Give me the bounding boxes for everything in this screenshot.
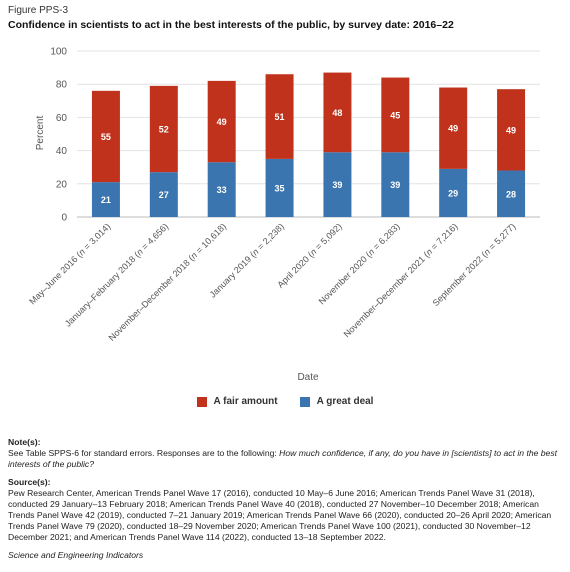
figure-label: Figure PPS-3	[8, 5, 69, 16]
y-tick-label: 80	[56, 80, 68, 91]
legend-swatch-great-deal	[299, 396, 310, 407]
data-label: 49	[217, 117, 227, 127]
bar-a-fair-amount[interactable]	[91, 90, 120, 183]
data-label: 45	[390, 110, 400, 120]
stacked-bar-chart: 0 20 40 60 80 100 21 55 27 52 33 49 35 51 39 48 39 45 29 4…	[27, 47, 540, 383]
notes-header: Note(s):	[8, 437, 41, 447]
chart-title: Confidence in scientists to act in the b…	[8, 19, 454, 31]
y-tick-label: 0	[61, 213, 67, 224]
x-tick-label: January–February 2018 (n = 4,656)	[63, 221, 170, 328]
data-label: 49	[506, 125, 516, 135]
bar-a-fair-amount[interactable]	[207, 80, 236, 163]
data-label: 48	[332, 108, 342, 118]
x-axis-label: Date	[297, 372, 319, 383]
footer-credit: Science and Engineering Indicators	[8, 550, 144, 560]
bar-a-fair-amount[interactable]	[497, 89, 526, 171]
bar-a-fair-amount[interactable]	[439, 87, 468, 169]
legend-label-fair-amount: A fair amount	[213, 396, 278, 407]
data-label: 33	[217, 185, 227, 195]
bar-a-fair-amount[interactable]	[323, 72, 352, 153]
y-tick-label: 100	[50, 47, 67, 58]
data-label: 21	[101, 195, 111, 205]
legend-item-great-deal[interactable]: A great deal	[299, 396, 374, 407]
bar-a-great-deal[interactable]	[439, 168, 468, 217]
data-label: 55	[101, 132, 111, 142]
bar-a-great-deal[interactable]	[323, 152, 352, 217]
legend-label-great-deal: A great deal	[316, 396, 374, 407]
notes-section: Note(s): See Table SPPS-6 for standard e…	[8, 437, 560, 561]
data-label: 51	[275, 112, 285, 122]
y-tick-label: 40	[56, 146, 68, 157]
y-tick-label: 20	[56, 179, 68, 190]
bar-a-great-deal[interactable]	[265, 158, 294, 217]
bar-a-great-deal[interactable]	[207, 162, 236, 217]
data-label: 28	[506, 189, 516, 199]
bar-a-fair-amount[interactable]	[265, 74, 294, 159]
y-axis-ticks: 0 20 40 60 80 100	[50, 47, 67, 224]
notes-text: See Table SPPS-6 for standard errors. Re…	[8, 448, 558, 469]
legend-swatch-fair-amount	[196, 396, 207, 407]
bar-a-great-deal[interactable]	[149, 172, 178, 217]
bar-a-great-deal[interactable]	[497, 170, 526, 217]
bar-a-fair-amount[interactable]	[381, 77, 410, 153]
bar-a-great-deal[interactable]	[381, 152, 410, 217]
legend: A fair amount A great deal	[0, 396, 570, 407]
data-label: 35	[275, 183, 285, 193]
data-label: 39	[332, 180, 342, 190]
data-label: 29	[448, 188, 458, 198]
x-tick-label: November–December 2018 (n = 10,618)	[107, 221, 229, 343]
y-tick-label: 60	[56, 113, 68, 124]
data-label: 39	[390, 180, 400, 190]
x-tick-label: April 2020 (n = 5,092)	[275, 221, 343, 289]
sources-header: Source(s):	[8, 477, 51, 487]
data-label: 49	[448, 124, 458, 134]
data-label: 27	[159, 190, 169, 200]
sources-text: Pew Research Center, American Trends Pan…	[8, 488, 552, 542]
x-tick-label: November–December 2021 (n = 7,216)	[342, 221, 460, 339]
bar-a-fair-amount[interactable]	[149, 85, 178, 173]
legend-item-fair-amount[interactable]: A fair amount	[196, 396, 278, 407]
data-label: 52	[159, 125, 169, 135]
bar-a-great-deal[interactable]	[91, 182, 120, 217]
bars: 21 55 27 52 33 49 35 51 39 48 39 45 29 49 28 49	[91, 72, 526, 217]
grid-lines	[77, 50, 540, 218]
x-axis-ticks: May–June 2016 (n = 3,014)January–Februar…	[27, 221, 517, 343]
y-axis-label: Percent	[35, 116, 46, 151]
